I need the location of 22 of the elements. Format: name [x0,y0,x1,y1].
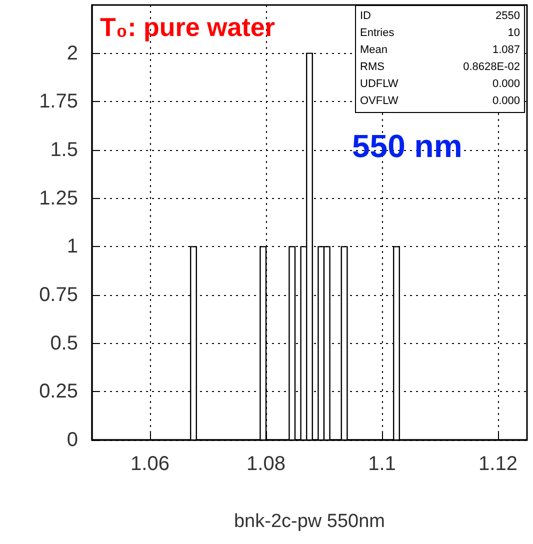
y-tick-label: 0 [66,429,78,451]
x-tick-label: 1.12 [478,453,518,475]
annotation: 550 nm [352,128,462,165]
y-tick-label: 0.25 [39,380,78,403]
x-tick-label: 1.08 [246,453,286,475]
x-axis-title: bnk-2c-pw 550nm [234,511,386,532]
text: ID 2550 [360,10,520,22]
annotation: T₀: pure water [100,12,275,43]
y-tick-label: 1.5 [50,139,78,161]
y-tick-label: 1 [66,236,78,258]
y-tick-label: 1.25 [39,187,78,210]
y-tick-label: 0.75 [39,284,78,306]
y-tick-label: 0.5 [50,332,78,354]
x-tick-label: 1.06 [130,453,170,475]
y-tick-label: 2 [66,42,78,64]
x-tick-label: 1.1 [368,453,396,475]
text: Entries 10 [360,27,520,39]
text: Mean 1.087 [360,44,520,56]
text: RMS 0.8628E-02 [360,61,520,73]
text: OVFLW 0.000 [360,95,520,107]
y-tick-label: 1.75 [39,90,78,113]
text: UDFLW 0.000 [360,78,520,90]
